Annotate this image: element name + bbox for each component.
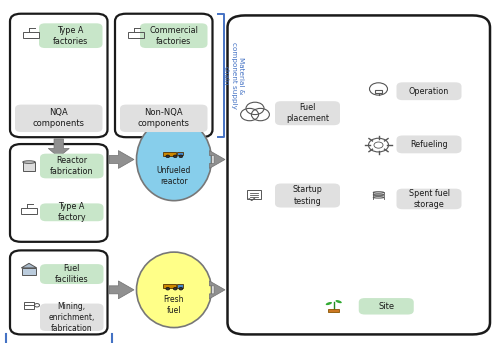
Circle shape [179, 287, 182, 290]
Circle shape [166, 155, 170, 158]
Circle shape [166, 287, 170, 290]
Polygon shape [210, 151, 225, 168]
Ellipse shape [22, 161, 35, 163]
Text: Startup
testing: Startup testing [292, 186, 322, 205]
Bar [162, 284, 176, 288]
Text: Refueling: Refueling [410, 140, 448, 149]
Bar [375, 90, 382, 93]
Text: Fuel
placement: Fuel placement [286, 103, 329, 123]
Text: Commercial
factories: Commercial factories [150, 26, 198, 46]
Bar [176, 152, 184, 155]
FancyBboxPatch shape [40, 154, 104, 178]
FancyBboxPatch shape [39, 23, 102, 48]
Text: Operation: Operation [409, 87, 449, 96]
Text: Fuel
facilities: Fuel facilities [55, 264, 88, 284]
Circle shape [174, 287, 177, 290]
Polygon shape [48, 139, 69, 157]
Bar [22, 208, 36, 214]
FancyBboxPatch shape [396, 135, 462, 153]
FancyBboxPatch shape [359, 298, 414, 315]
Bar [373, 197, 384, 199]
Bar [248, 190, 260, 199]
Ellipse shape [336, 300, 342, 303]
Ellipse shape [326, 302, 332, 305]
Text: Type A
factories: Type A factories [53, 26, 88, 46]
FancyBboxPatch shape [10, 14, 108, 137]
Text: NQA
components: NQA components [33, 108, 85, 128]
Bar [128, 32, 144, 38]
FancyBboxPatch shape [396, 82, 462, 100]
FancyBboxPatch shape [140, 23, 207, 48]
Bar [328, 309, 340, 312]
FancyBboxPatch shape [40, 304, 104, 331]
Circle shape [179, 155, 182, 158]
FancyBboxPatch shape [228, 15, 490, 334]
Bar [22, 268, 36, 275]
Bar [176, 284, 184, 288]
Polygon shape [109, 281, 134, 299]
FancyBboxPatch shape [120, 105, 208, 132]
Polygon shape [22, 263, 36, 268]
FancyBboxPatch shape [10, 250, 108, 334]
Text: Fresh
fuel: Fresh fuel [164, 295, 184, 315]
Text: Mining,
enrichment,
fabrication: Mining, enrichment, fabrication [48, 302, 95, 333]
Circle shape [174, 155, 177, 158]
Bar [373, 195, 384, 196]
Text: Type A
factory: Type A factory [58, 202, 86, 222]
Polygon shape [210, 281, 225, 299]
FancyBboxPatch shape [40, 264, 104, 284]
Ellipse shape [373, 192, 384, 193]
Bar [162, 152, 176, 156]
Polygon shape [153, 139, 174, 157]
Text: Site: Site [378, 302, 394, 311]
Text: Non-NQA
components: Non-NQA components [138, 108, 190, 128]
Text: Unfueled
reactor: Unfueled reactor [157, 166, 191, 186]
FancyBboxPatch shape [40, 203, 104, 221]
Bar [373, 192, 384, 194]
Text: Spent fuel
storage: Spent fuel storage [408, 189, 450, 209]
Ellipse shape [136, 252, 212, 328]
Text: Reactor
fabrication: Reactor fabrication [50, 156, 94, 176]
FancyBboxPatch shape [275, 101, 340, 125]
Text: Material &
component supply
chain: Material & component supply chain [223, 42, 244, 109]
Ellipse shape [373, 194, 384, 196]
Bar [24, 302, 34, 309]
Ellipse shape [136, 118, 212, 201]
FancyBboxPatch shape [115, 14, 212, 137]
Polygon shape [109, 151, 134, 168]
Bar [24, 32, 38, 38]
FancyBboxPatch shape [396, 189, 462, 209]
FancyBboxPatch shape [10, 144, 108, 242]
FancyBboxPatch shape [15, 105, 102, 132]
Ellipse shape [373, 197, 384, 198]
Bar [23, 162, 35, 171]
FancyBboxPatch shape [275, 184, 340, 208]
